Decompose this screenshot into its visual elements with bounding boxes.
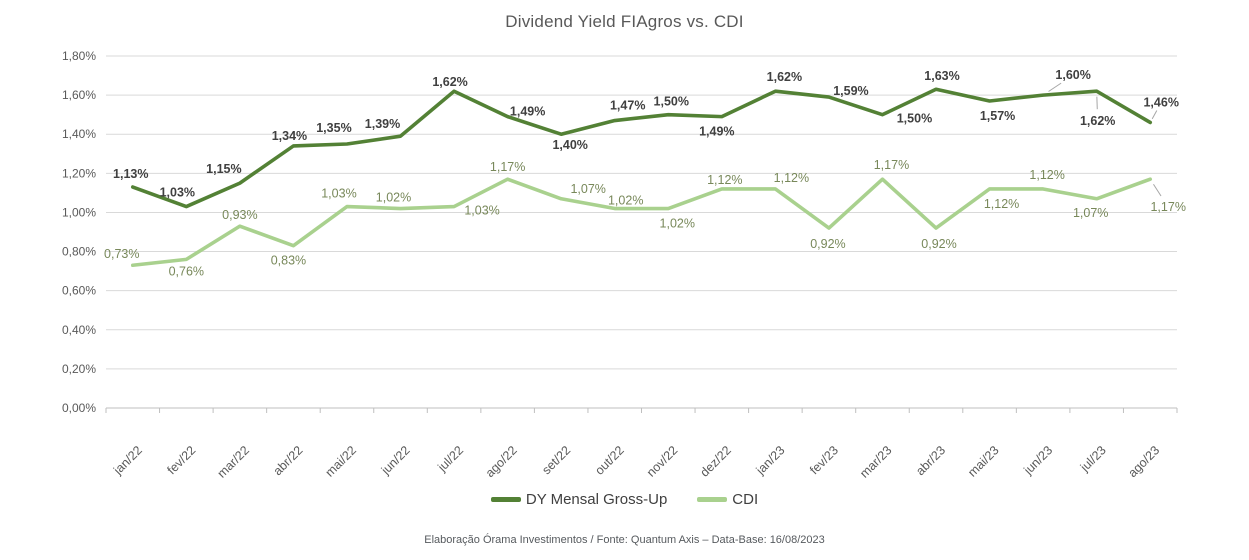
data-label: 1,02%	[376, 191, 411, 205]
data-label: 1,60%	[1055, 68, 1090, 82]
y-tick-label: 1,40%	[62, 127, 96, 141]
data-label: 1,17%	[490, 160, 525, 174]
x-tick-label: mai/23	[965, 443, 1001, 479]
data-label: 1,12%	[774, 171, 809, 185]
legend-label-dy: DY Mensal Gross-Up	[525, 491, 668, 508]
data-label: 1,46%	[1143, 95, 1178, 109]
x-tick-label: abr/22	[271, 443, 306, 478]
data-label: 1,39%	[365, 117, 400, 131]
y-tick-label: 0,40%	[62, 323, 96, 337]
x-tick-label: nov/22	[644, 443, 680, 479]
data-label: 1,63%	[924, 69, 959, 83]
y-tick-label: 0,80%	[62, 245, 96, 259]
x-tick-label: out/22	[592, 443, 627, 478]
x-tick-label: fev/23	[807, 443, 841, 477]
data-label: 1,13%	[113, 167, 148, 181]
data-label: 1,40%	[552, 138, 587, 152]
data-label: 1,02%	[660, 217, 695, 231]
label-leader-line	[1153, 183, 1162, 197]
data-label: 1,12%	[984, 197, 1019, 211]
data-label: 0,92%	[921, 237, 956, 251]
legend-label-cdi: CDI	[732, 491, 759, 508]
data-label: 1,12%	[707, 173, 742, 187]
x-tick-label: jan/23	[753, 443, 788, 478]
y-tick-label: 0,60%	[62, 284, 96, 298]
data-label: 1,03%	[464, 204, 499, 218]
data-label: 0,76%	[169, 264, 204, 278]
data-label: 0,92%	[810, 237, 845, 251]
data-label: 1,07%	[1073, 206, 1108, 220]
data-label: 1,50%	[654, 95, 689, 109]
data-label: 1,35%	[316, 121, 351, 135]
x-tick-label: set/22	[539, 443, 573, 477]
chart-legend: DY Mensal Gross-Up CDI	[0, 491, 1249, 508]
x-tick-label: ago/22	[483, 443, 520, 480]
legend-item-dy-mensal-gross-up: DY Mensal Gross-Up	[490, 491, 668, 508]
data-label: 1,17%	[1150, 200, 1185, 214]
y-tick-label: 1,00%	[62, 205, 96, 219]
y-tick-label: 0,20%	[62, 362, 96, 376]
x-tick-label: jun/22	[378, 443, 413, 478]
label-leader-line	[1151, 110, 1158, 120]
x-tick-label: jun/23	[1021, 443, 1056, 478]
data-label: 1,49%	[699, 125, 734, 139]
data-label: 1,62%	[432, 75, 467, 89]
x-tick-label: mar/22	[215, 443, 252, 480]
x-tick-label: fev/22	[164, 443, 198, 477]
y-tick-label: 1,80%	[62, 49, 96, 63]
data-label: 1,49%	[510, 105, 545, 119]
data-label: 1,03%	[321, 187, 356, 201]
data-label: 0,83%	[271, 254, 306, 268]
y-tick-label: 1,60%	[62, 88, 96, 102]
data-label: 1,59%	[833, 84, 868, 98]
data-label: 1,17%	[874, 158, 909, 172]
x-tick-label: dez/22	[698, 443, 734, 479]
x-tick-label: jul/23	[1077, 443, 1109, 475]
data-label: 1,15%	[206, 162, 241, 176]
data-label: 1,57%	[980, 109, 1015, 123]
x-tick-label: mai/22	[323, 443, 359, 479]
series-line-dy-mensal-gross-up	[130, 87, 1153, 209]
source-note: Elaboração Órama Investimentos / Fonte: …	[424, 534, 825, 546]
x-tick-label: jan/22	[110, 443, 145, 478]
x-tick-label: jul/22	[434, 443, 466, 475]
data-label: 1,34%	[272, 129, 307, 143]
x-tick-label: ago/23	[1125, 443, 1162, 480]
data-label: 1,62%	[1080, 114, 1115, 128]
chart-title: Dividend Yield FIAgros vs. CDI	[505, 12, 744, 31]
data-label: 0,73%	[104, 247, 139, 261]
y-tick-label: 1,20%	[62, 166, 96, 180]
x-tick-label: mar/23	[857, 443, 894, 480]
legend-line-marker-cdi	[697, 497, 728, 502]
data-label: 1,50%	[897, 112, 932, 126]
data-label: 1,47%	[610, 99, 645, 113]
label-leader-line	[1048, 82, 1062, 92]
x-tick-label: abr/23	[913, 443, 948, 478]
legend-line-marker-dy	[490, 497, 521, 502]
data-label: 1,07%	[570, 182, 605, 196]
data-label: 1,02%	[608, 194, 643, 208]
legend-item-cdi: CDI	[697, 491, 758, 508]
data-label: 0,93%	[222, 208, 257, 222]
data-label: 1,03%	[160, 186, 195, 200]
data-label: 1,12%	[1029, 168, 1064, 182]
data-label: 1,62%	[767, 70, 802, 84]
series-line-cdi	[130, 177, 1153, 268]
y-tick-label: 0,00%	[62, 401, 96, 415]
